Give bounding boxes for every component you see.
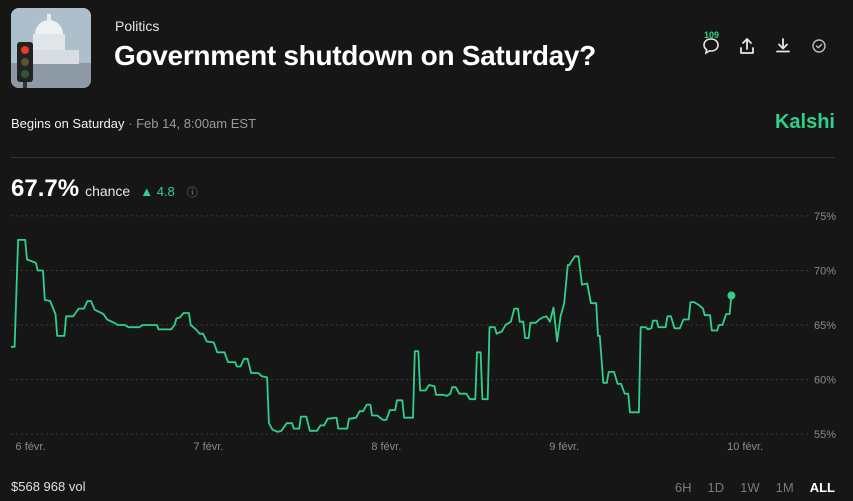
- watch-button[interactable]: [809, 36, 829, 56]
- volume-text: $568 968 vol: [11, 479, 86, 494]
- comments-button[interactable]: 109: [701, 30, 721, 56]
- comment-count: 109: [704, 30, 720, 40]
- market-category[interactable]: Politics: [115, 18, 160, 34]
- series-line: [11, 239, 733, 433]
- market-meta: Begins on Saturday · Feb 14, 8:00am EST: [11, 116, 256, 131]
- y-tick-label: 55%: [814, 429, 836, 441]
- x-tick-label: 9 févr.: [549, 441, 579, 453]
- begins-date: Feb 14, 8:00am EST: [136, 116, 257, 131]
- comment-icon: [703, 38, 719, 55]
- chance-label: chance: [85, 183, 131, 199]
- capitol-image: [11, 8, 91, 88]
- time-range-selector: 6H 1D 1W 1M ALL: [667, 478, 843, 497]
- chance-delta: ▲ 4.8: [140, 184, 175, 199]
- range-button-6h[interactable]: 6H: [674, 480, 692, 495]
- y-tick-label: 60%: [814, 375, 836, 387]
- info-icon[interactable]: ⓘ: [186, 187, 198, 199]
- market-title: Government shutdown on Saturday?: [114, 40, 596, 71]
- probability-chart[interactable]: 75% 70% 65% 60% 55% 6 févr. 7 févr. 8 févr. 9 fé…: [0, 205, 853, 460]
- chance-delta-value: 4.8: [156, 184, 175, 199]
- divider: [11, 157, 835, 158]
- y-tick-label: 65%: [814, 320, 836, 332]
- check-circle-icon: [812, 39, 826, 53]
- share-button[interactable]: [737, 36, 757, 56]
- share-icon: [740, 38, 754, 54]
- range-button-1w[interactable]: 1W: [740, 480, 760, 495]
- market-toolbar: 109: [701, 30, 829, 56]
- y-tick-label: 75%: [814, 211, 836, 223]
- market-thumbnail: [11, 8, 91, 88]
- up-arrow-icon: ▲: [140, 184, 154, 199]
- x-tick-label: 8 févr.: [371, 441, 401, 453]
- range-button-all[interactable]: ALL: [809, 480, 835, 495]
- y-tick-label: 70%: [814, 265, 836, 277]
- meta-separator: ·: [128, 116, 133, 131]
- range-button-1d[interactable]: 1D: [707, 480, 725, 495]
- x-tick-label: 7 févr.: [193, 441, 223, 453]
- range-button-1m[interactable]: 1M: [775, 480, 794, 495]
- kalshi-logo[interactable]: Kalshi: [774, 111, 835, 133]
- chance-value: 67.7%: [11, 175, 80, 202]
- last-point-marker: [727, 291, 736, 300]
- chance-summary: 67.7% chance ▲ 4.8 ⓘ: [11, 175, 198, 203]
- download-icon: [776, 38, 790, 53]
- x-tick-label: 6 févr.: [16, 441, 46, 453]
- x-tick-label: 10 févr.: [727, 441, 763, 453]
- begins-text: Begins on Saturday: [11, 116, 125, 131]
- download-button[interactable]: [773, 36, 793, 56]
